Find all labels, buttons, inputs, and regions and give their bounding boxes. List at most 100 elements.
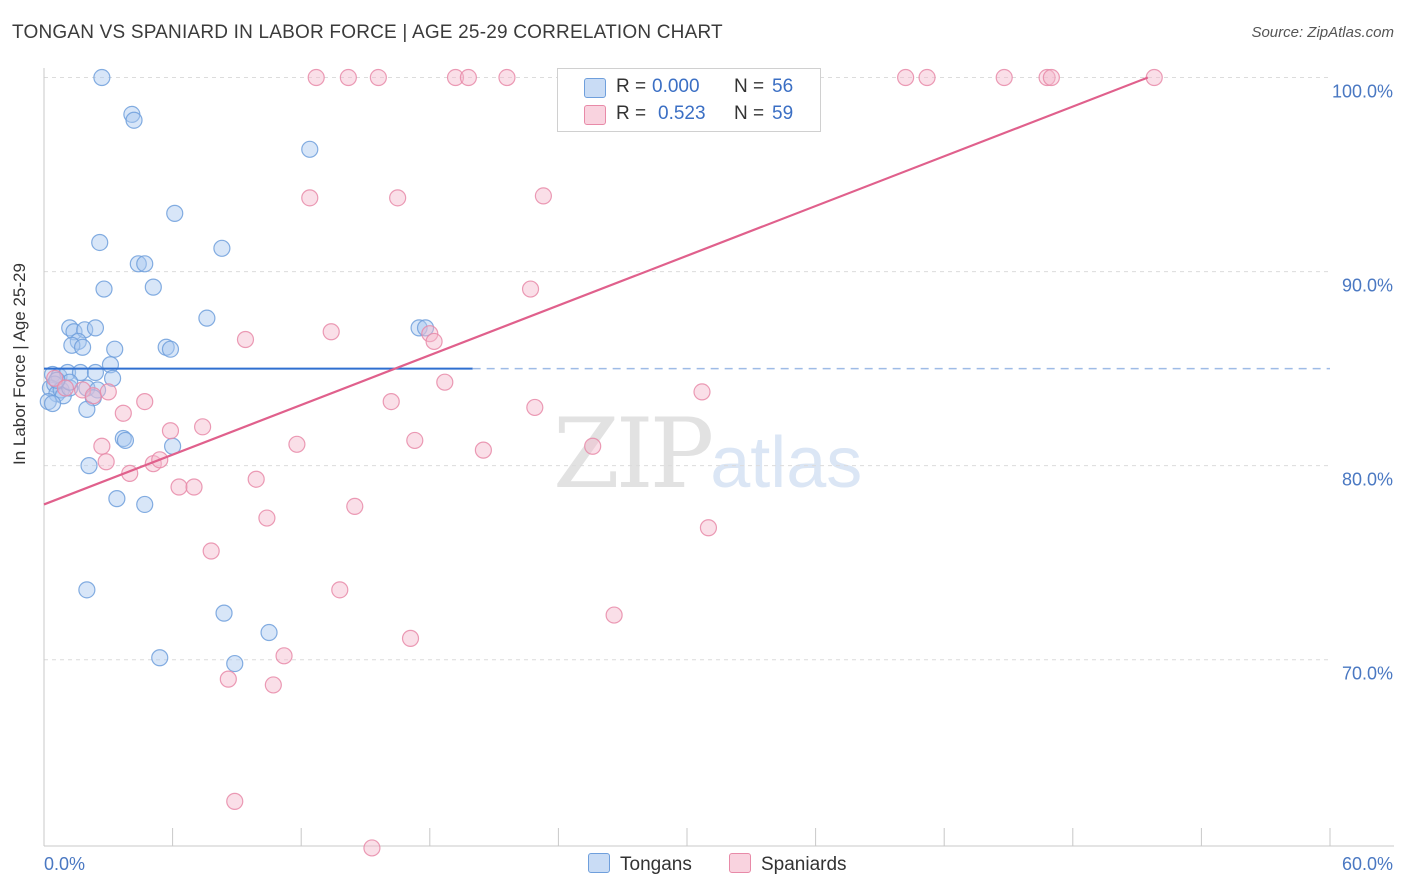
x-tick-label-max: 60.0% bbox=[1342, 854, 1393, 874]
tongans-point bbox=[144, 278, 162, 296]
spaniards-point bbox=[459, 68, 477, 87]
tongans-point bbox=[161, 340, 180, 358]
spaniards-point bbox=[526, 398, 544, 417]
spaniards-point bbox=[406, 431, 424, 450]
spaniards-point bbox=[46, 369, 64, 387]
tongans-point bbox=[91, 233, 109, 252]
spaniards-point bbox=[389, 189, 407, 207]
spaniards-point bbox=[194, 418, 212, 436]
r-label: R = bbox=[616, 103, 647, 124]
spaniards-point bbox=[1042, 68, 1060, 87]
spaniards-point bbox=[605, 606, 623, 624]
spaniards-point bbox=[185, 478, 203, 496]
spaniards-r-value: 0.523 bbox=[658, 103, 706, 124]
spaniards-point bbox=[474, 441, 492, 459]
spaniards-point bbox=[1038, 68, 1056, 87]
tongans-n-value: 56 bbox=[772, 76, 794, 97]
n-label: N = bbox=[734, 76, 765, 97]
tongans-point bbox=[65, 323, 83, 341]
watermark-zip: ZIP bbox=[553, 398, 714, 510]
stats-legend: R = 0.000 N = 56 R = 0.523 N = 59 bbox=[557, 68, 821, 132]
watermark-atlas: atlas bbox=[710, 423, 863, 503]
spaniards-point bbox=[307, 68, 325, 87]
spaniards-n-value: 59 bbox=[772, 103, 794, 124]
spaniards-point bbox=[236, 330, 255, 349]
tongans-point bbox=[95, 280, 113, 298]
spaniards-point bbox=[918, 68, 936, 87]
y-axis-label: In Labor Force | Age 25-29 bbox=[10, 263, 29, 465]
tongans-point bbox=[78, 581, 96, 599]
spaniards-point bbox=[226, 792, 244, 810]
tongans-point bbox=[108, 490, 126, 508]
spaniards-point bbox=[534, 187, 552, 205]
spaniards-point bbox=[363, 839, 381, 857]
spaniards-point bbox=[264, 676, 282, 694]
spaniards-point bbox=[521, 280, 540, 298]
tongans-point bbox=[43, 394, 62, 413]
tongans-point bbox=[226, 654, 244, 673]
tongans-point bbox=[63, 336, 81, 354]
spaniards-point bbox=[331, 581, 349, 599]
spaniards-point bbox=[56, 379, 75, 397]
spaniards-point bbox=[699, 519, 718, 537]
spaniards-point bbox=[247, 470, 265, 488]
chart-title: TONGAN VS SPANIARD IN LABOR FORCE | AGE … bbox=[12, 22, 723, 43]
spaniards-point bbox=[584, 437, 602, 455]
tongans-point bbox=[215, 604, 233, 622]
tongans-point bbox=[166, 204, 184, 222]
tongans-legend-label: Tongans bbox=[620, 854, 692, 875]
spaniards-legend-label: Spaniards bbox=[761, 854, 847, 875]
spaniards-point bbox=[114, 404, 132, 422]
source-label: Source: ZipAtlas.com bbox=[1251, 24, 1394, 41]
tongans-point bbox=[116, 431, 135, 450]
spaniards-point bbox=[275, 647, 293, 665]
n-label: N = bbox=[734, 103, 765, 124]
spaniards-point bbox=[425, 332, 443, 351]
tongans-point bbox=[86, 319, 105, 337]
spaniards-point bbox=[301, 189, 319, 207]
spaniards-point bbox=[1145, 68, 1163, 87]
tongans-legend-swatch bbox=[588, 853, 610, 873]
tongans-point bbox=[106, 340, 124, 358]
spaniards-swatch bbox=[584, 105, 606, 125]
spaniards-point bbox=[97, 453, 115, 471]
tongans-point bbox=[410, 319, 428, 337]
tongans-point bbox=[198, 309, 216, 327]
legend-item-tongans: Tongans bbox=[588, 853, 692, 876]
tongans-point bbox=[86, 363, 105, 382]
spaniards-point bbox=[995, 68, 1013, 87]
tongans-point bbox=[129, 255, 147, 273]
tongans-swatch bbox=[584, 78, 606, 98]
y-tick-label: 90.0% bbox=[1342, 276, 1393, 296]
spaniards-point bbox=[161, 422, 180, 440]
r-label: R = bbox=[616, 76, 647, 97]
spaniards-legend-swatch bbox=[729, 853, 751, 873]
spaniards-point bbox=[73, 381, 92, 399]
tongans-point bbox=[151, 649, 169, 667]
tongans-r-value: 0.000 bbox=[652, 76, 700, 97]
spaniards-point bbox=[202, 542, 220, 560]
spaniards-point bbox=[93, 437, 111, 455]
tongans-point bbox=[73, 338, 92, 356]
spaniards-point bbox=[421, 325, 439, 343]
spaniards-point bbox=[339, 68, 357, 87]
tongans-point bbox=[103, 369, 122, 387]
spaniards-point bbox=[401, 629, 420, 647]
spaniards-point bbox=[322, 323, 340, 341]
x-tick-label-min: 0.0% bbox=[44, 854, 85, 874]
legend-item-spaniards: Spaniards bbox=[729, 853, 847, 876]
tongans-point bbox=[93, 68, 111, 87]
spaniards-point bbox=[897, 68, 915, 87]
spaniards-point bbox=[84, 387, 102, 405]
spaniards-point bbox=[170, 478, 188, 496]
spaniards-point bbox=[219, 670, 237, 688]
tongans-point bbox=[136, 495, 154, 514]
y-tick-label: 70.0% bbox=[1342, 664, 1393, 684]
spaniards-point bbox=[99, 383, 117, 401]
tongans-point bbox=[61, 379, 79, 397]
y-tick-label: 100.0% bbox=[1332, 82, 1393, 102]
tongans-point bbox=[260, 623, 278, 642]
spaniards-point bbox=[382, 393, 400, 411]
spaniards-point bbox=[446, 68, 465, 87]
